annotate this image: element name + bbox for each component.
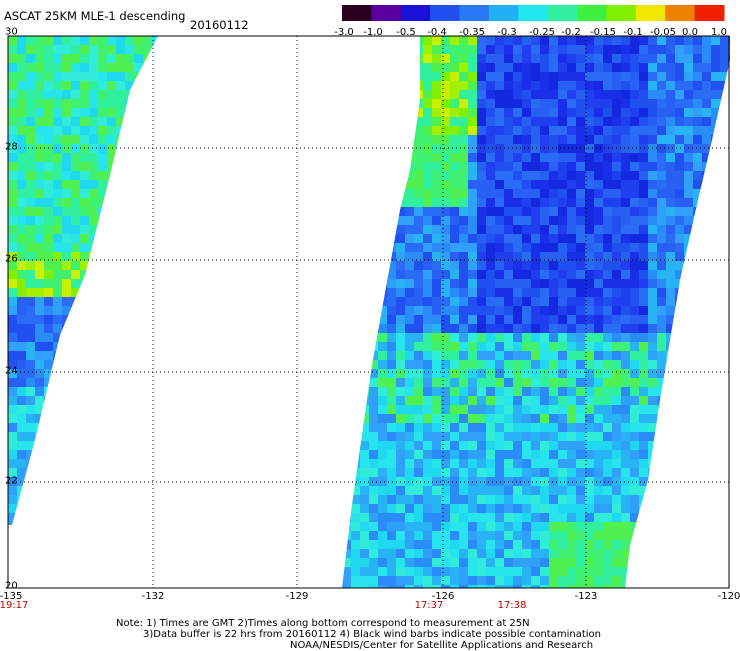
colorbar-segment xyxy=(665,5,696,21)
colorbar-segment xyxy=(459,5,490,21)
colorbar-tick: -0.15 xyxy=(590,27,616,38)
lat-label: 24 xyxy=(5,365,18,377)
colorbar-tick: -1.0 xyxy=(363,27,383,38)
pass-time: 19:17 xyxy=(0,600,29,611)
colorbar-tick: -0.2 xyxy=(561,27,581,38)
note-line-1: Note: 1) Times are GMT 2)Times along bot… xyxy=(116,618,530,629)
lat-label: 22 xyxy=(5,475,18,487)
colorbar-segment xyxy=(488,5,519,21)
colorbar-segment xyxy=(606,5,637,21)
pass-time: 17:37 xyxy=(414,600,444,611)
pass-time: 17:38 xyxy=(497,600,527,611)
map-title: ASCAT 25KM MLE-1 descending xyxy=(4,9,186,23)
colorbar-segment xyxy=(547,5,578,21)
map-date: 20160112 xyxy=(190,18,249,32)
lon-label: -126 xyxy=(431,591,455,602)
colorbar-segment xyxy=(577,5,607,21)
colorbar-segment xyxy=(371,5,402,21)
colorbar-segment xyxy=(342,5,372,21)
colorbar-tick: 0.0 xyxy=(682,27,698,38)
colorbar-tick: -0.4 xyxy=(427,27,447,38)
lat-label: 30 xyxy=(5,26,18,38)
colorbar-segment xyxy=(430,5,461,21)
colorbar-tick: -0.3 xyxy=(497,27,517,38)
lon-label: -132 xyxy=(141,591,165,602)
colorbar-tick: -3.0 xyxy=(334,27,354,38)
note-line-3: NOAA/NESDIS/Center for Satellite Applica… xyxy=(290,640,594,651)
lat-label: 26 xyxy=(5,253,18,265)
colorbar-tick: 1.0 xyxy=(711,27,727,38)
colorbar-tick: -0.25 xyxy=(529,27,555,38)
lon-label: -123 xyxy=(574,591,598,602)
lon-label: -135 xyxy=(0,591,23,602)
colorbar-segment xyxy=(400,5,431,21)
colorbar-segment xyxy=(518,5,549,21)
colorbar-tick: -0.05 xyxy=(650,27,676,38)
lon-label: -120 xyxy=(717,591,740,602)
note-line-2: 3)Data buffer is 22 hrs from 20160112 4)… xyxy=(143,629,601,640)
colorbar-tick: -0.35 xyxy=(459,27,485,38)
lat-label: 28 xyxy=(5,141,18,153)
lat-label: 20 xyxy=(5,580,18,592)
colorbar-tick: -0.1 xyxy=(623,27,643,38)
lon-label: -129 xyxy=(285,591,309,602)
right-swath xyxy=(342,36,730,588)
left-swath xyxy=(8,36,158,525)
colorbar-segment xyxy=(635,5,666,21)
colorbar-tick: -0.5 xyxy=(396,27,416,38)
colorbar-segment xyxy=(694,5,725,21)
